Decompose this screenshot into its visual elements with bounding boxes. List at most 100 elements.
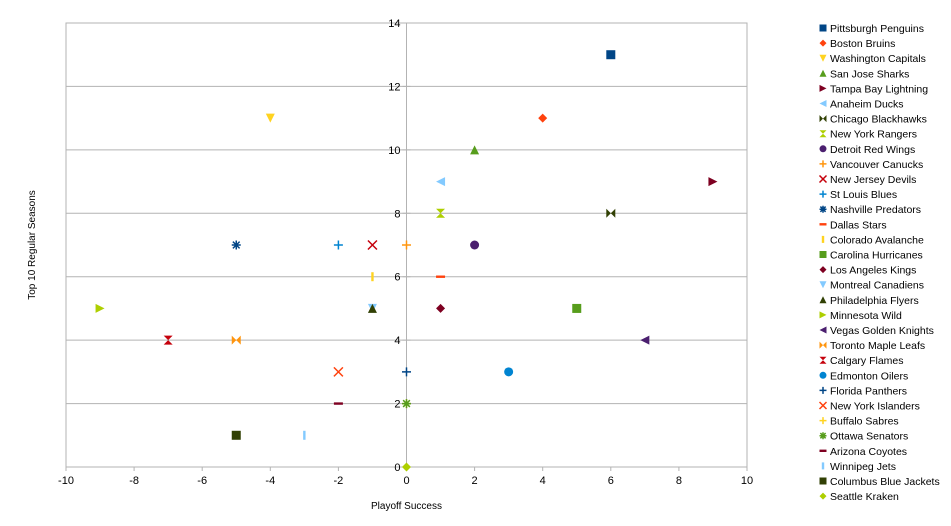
legend-marker-6	[819, 115, 827, 123]
data-point-7	[436, 208, 446, 218]
legend-marker-14	[821, 235, 825, 243]
data-point-29	[303, 430, 306, 440]
legend-marker-15	[819, 251, 827, 258]
legend-label-5: Anaheim Ducks	[830, 99, 904, 111]
legend-marker-26	[819, 417, 827, 425]
x-tick-label: 10	[741, 475, 753, 487]
legend-label-2: Washington Capitals	[830, 53, 926, 65]
legend-marker-8	[819, 145, 827, 153]
legend-marker-22	[819, 356, 827, 364]
legend-marker-30	[819, 477, 827, 485]
legend-label-21: Toronto Maple Leafs	[830, 340, 925, 352]
y-tick-label: 2	[394, 399, 400, 411]
legend-marker-31	[819, 492, 827, 500]
legend-marker-17	[819, 281, 827, 289]
data-point-15	[572, 303, 582, 313]
legend-marker-5	[819, 100, 827, 107]
data-point-5	[436, 177, 446, 187]
legend-label-16: Los Angeles Kings	[830, 265, 916, 277]
legend-label-20: Vegas Golden Knights	[830, 325, 934, 337]
legend: Pittsburgh Penguins Boston Bruins Washingt…	[818, 23, 940, 503]
legend-marker-0	[819, 24, 827, 32]
x-tick-label: -4	[265, 475, 275, 487]
legend-label-22: Calgary Flames	[830, 355, 904, 367]
data-point-3	[470, 145, 480, 155]
data-point-6	[606, 208, 616, 218]
data-point-10	[367, 239, 378, 251]
legend-label-30: Columbus Blue Jackets	[830, 476, 940, 488]
legend-label-15: Carolina Hurricanes	[830, 250, 923, 262]
y-tick-label: 8	[394, 208, 400, 220]
legend-label-17: Montreal Canadiens	[830, 280, 924, 292]
y-tick-label: 0	[394, 462, 400, 474]
legend-marker-23	[819, 371, 827, 379]
legend-label-3: San Jose Sharks	[830, 68, 909, 80]
legend-label-23: Edmonton Oilers	[830, 370, 908, 382]
legend-marker-25	[818, 401, 828, 410]
data-point-4	[708, 177, 718, 187]
legend-label-6: Chicago Blackhawks	[830, 114, 927, 126]
legend-label-29: Winnipeg Jets	[830, 461, 896, 473]
data-point-8	[470, 240, 480, 250]
data-point-31	[402, 462, 411, 472]
x-tick-label: 8	[676, 475, 682, 487]
legend-marker-2	[819, 54, 827, 62]
legend-marker-21	[819, 341, 827, 349]
data-point-12	[231, 240, 241, 250]
y-tick-label: 4	[394, 335, 400, 347]
legend-label-12: Nashville Predators	[830, 204, 921, 216]
data-point-23	[504, 367, 514, 377]
legend-label-1: Boston Bruins	[830, 38, 895, 50]
data-point-24	[402, 367, 411, 377]
legend-label-11: St Louis Blues	[830, 189, 897, 201]
legend-label-27: Ottawa Senators	[830, 431, 908, 443]
legend-marker-28	[819, 449, 827, 452]
x-tick-label: -8	[129, 475, 139, 487]
legend-marker-24	[819, 386, 827, 394]
data-point-27	[402, 399, 411, 409]
legend-label-4: Tampa Bay Lightning	[830, 83, 928, 95]
x-tick-label: 2	[472, 475, 478, 487]
data-point-18	[367, 303, 377, 313]
x-tick-label: 6	[608, 475, 614, 487]
legend-label-18: Philadelphia Flyers	[830, 295, 919, 307]
legend-label-28: Arizona Coyotes	[830, 446, 907, 458]
data-point-20	[640, 335, 650, 345]
data-point-21	[231, 335, 241, 345]
legend-label-8: Detroit Red Wings	[830, 144, 915, 156]
x-tick-label: -2	[334, 475, 344, 487]
legend-label-10: New Jersey Devils	[830, 174, 916, 186]
legend-label-0: Pittsburgh Penguins	[830, 23, 924, 35]
legend-label-13: Dallas Stars	[830, 219, 887, 231]
axes: 0 2 4 6 8 10 12 14 -10 -8 -6 -4 -2 0 2 4 6 8 10	[58, 18, 753, 487]
y-tick-label: 10	[388, 145, 400, 157]
data-point-16	[436, 303, 446, 313]
y-tick-label: 14	[388, 18, 400, 30]
data-point-28	[333, 402, 343, 405]
legend-marker-27	[819, 432, 827, 440]
legend-label-7: New York Rangers	[830, 129, 917, 141]
data-point-22	[163, 335, 173, 345]
legend-marker-4	[819, 84, 827, 92]
y-tick-label: 6	[394, 272, 400, 284]
data-point-1	[538, 113, 548, 123]
legend-label-25: New York Islanders	[830, 401, 920, 413]
y-axis-title: Top 10 Regular Seasons	[27, 190, 38, 300]
data-point-9	[402, 240, 411, 250]
legend-label-9: Vancouver Canucks	[830, 159, 923, 171]
data-point-25	[333, 366, 344, 377]
legend-label-19: Minnesota Wild	[830, 310, 902, 322]
x-tick-label: 4	[540, 475, 546, 487]
x-tick-label: -6	[197, 475, 207, 487]
x-axis-title: Playoff Success	[371, 501, 442, 512]
legend-marker-3	[819, 69, 827, 77]
legend-marker-18	[819, 296, 827, 304]
legend-marker-29	[821, 462, 825, 470]
legend-marker-20	[819, 326, 827, 334]
data-point-2	[265, 113, 275, 123]
x-tick-label: -10	[58, 475, 74, 487]
legend-label-31: Seattle Kraken	[830, 491, 899, 503]
data-point-19	[95, 303, 105, 313]
x-tick-label: 0	[403, 475, 409, 487]
data-points	[95, 50, 718, 472]
